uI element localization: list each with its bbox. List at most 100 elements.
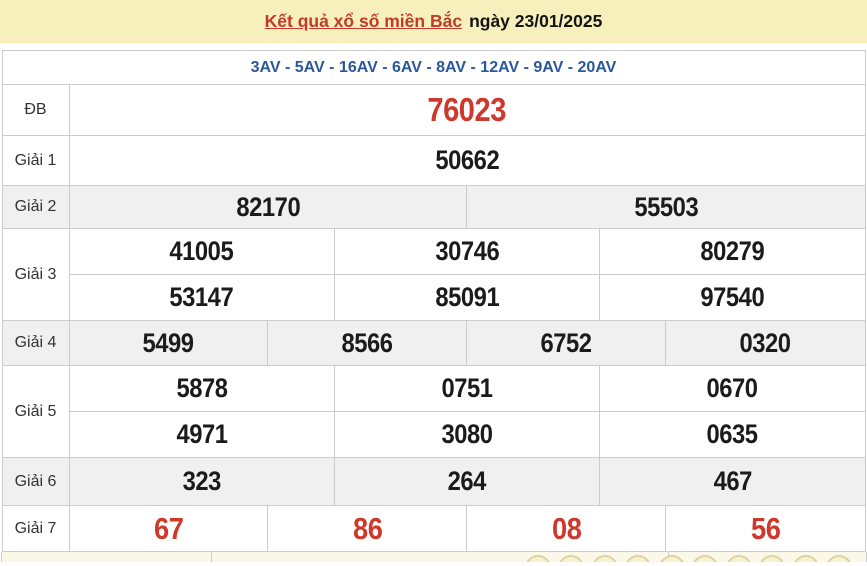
- special-prize-value: 76023: [427, 91, 507, 128]
- loto-ball-icon: [792, 555, 819, 562]
- row-label-g4-text: Giải 4: [14, 334, 57, 351]
- prize4-row: Giải 4 5499 8566 6752 0320: [1, 320, 866, 366]
- header-spacer: [0, 43, 867, 50]
- prize5-value: 3080: [441, 419, 493, 449]
- prize2-cell: 82170: [68, 185, 468, 229]
- loto-ball-icon: [825, 555, 852, 562]
- prize3-cell: 30746: [333, 228, 601, 275]
- prize3-row-2: 53147 85091 97540: [2, 274, 866, 321]
- row-label-g1: Giải 1: [1, 135, 70, 186]
- next-section-cutoff-strip: [0, 552, 867, 562]
- prize3-value: 85091: [435, 282, 499, 312]
- row-label-g7-text: Giải 7: [14, 519, 57, 537]
- page-header: Kết quả xổ số miền Bắc ngày 23/01/2025: [0, 0, 867, 43]
- prize5-value: 5878: [176, 373, 228, 403]
- row-label-g2-text: Giải 2: [14, 198, 57, 215]
- special-prize-cell: 76023: [68, 84, 866, 136]
- lottery-results-table: 3AV - 5AV - 16AV - 6AV - 8AV - 12AV - 9A…: [1, 50, 866, 552]
- prize5-value: 0635: [706, 419, 759, 449]
- prize4-cell: 6752: [466, 320, 667, 366]
- prize4-cell: 8566: [267, 320, 468, 366]
- prize4-cell: 5499: [68, 320, 269, 366]
- prize5-cell: 5878: [68, 365, 335, 412]
- prize1-row: Giải 1 50662: [1, 135, 866, 186]
- row-label-g3-text: Giải 3: [14, 265, 57, 283]
- prize6-cell: 264: [333, 457, 601, 506]
- prize5-cell: 3080: [333, 411, 601, 458]
- loto-ball-icon: [758, 555, 785, 562]
- row-label-g7: Giải 7: [1, 505, 70, 552]
- prize5-cell: 0635: [599, 411, 866, 458]
- prize2-value: 82170: [236, 191, 300, 222]
- loto-ball-icon: [557, 555, 584, 562]
- prize4-value: 8566: [341, 327, 394, 358]
- loto-ball-icon: [658, 555, 685, 562]
- prize5-value: 0751: [441, 373, 493, 403]
- prize6-cell: 323: [68, 457, 335, 506]
- prize6-row: Giải 6 323 264 467: [1, 457, 866, 506]
- row-label-g3: Giải 3: [1, 228, 70, 321]
- prize6-value: 323: [182, 466, 221, 496]
- row-label-g1-text: Giải 1: [14, 151, 57, 169]
- prize5-value: 0670: [706, 373, 759, 403]
- prize5-cell: 4971: [68, 411, 335, 458]
- prize7-cell: 56: [665, 505, 866, 552]
- prize7-value: 56: [750, 510, 781, 546]
- prize7-value: 67: [153, 510, 184, 546]
- prize7-value: 86: [352, 510, 383, 546]
- row-label-db: ĐB: [1, 84, 70, 136]
- prize2-cell: 55503: [466, 185, 866, 229]
- loto-ball-icon: [725, 555, 752, 562]
- prize4-value: 0320: [739, 327, 792, 358]
- loto-ball-icon: [691, 555, 718, 562]
- strip-divider: [210, 552, 212, 562]
- row-label-g6: Giải 6: [1, 457, 70, 506]
- prize5-cell: 0751: [333, 365, 601, 412]
- prize6-value: 467: [713, 466, 752, 496]
- prize7-cell: 08: [466, 505, 667, 552]
- prize3-cell: 80279: [599, 228, 866, 275]
- row-label-g5: Giải 5: [1, 365, 70, 458]
- prize4-value: 5499: [142, 327, 195, 358]
- prize5-row-1: Giải 5 5878 0751 0670: [1, 365, 866, 458]
- station-row: 3AV - 5AV - 16AV - 6AV - 8AV - 12AV - 9A…: [1, 50, 866, 85]
- prize3-value: 53147: [169, 282, 234, 312]
- prize4-cell: 0320: [665, 320, 866, 366]
- station-links-cell[interactable]: 3AV - 5AV - 16AV - 6AV - 8AV - 12AV - 9A…: [1, 50, 866, 85]
- prize5-row-2: 4971 3080 0635: [2, 411, 866, 458]
- loto-ball-icon: [624, 555, 651, 562]
- prize3-cell: 53147: [68, 274, 335, 321]
- prize5-value: 4971: [176, 419, 228, 449]
- prize5-cell: 0670: [599, 365, 866, 412]
- prize2-row: Giải 2 82170 55503: [1, 185, 866, 229]
- prize6-cell: 467: [599, 457, 866, 506]
- prize3-row-1: Giải 3 41005 30746 80279: [1, 228, 866, 321]
- loto-ball-icon: [524, 555, 551, 562]
- prize3-value: 97540: [700, 282, 765, 312]
- row-label-g4: Giải 4: [1, 320, 70, 366]
- loto-ball-icon: [591, 555, 618, 562]
- result-date-text: ngày 23/01/2025: [469, 11, 603, 31]
- result-title-link[interactable]: Kết quả xổ số miền Bắc: [264, 11, 463, 31]
- prize6-value: 264: [447, 466, 487, 496]
- row-label-db-text: ĐB: [24, 101, 47, 118]
- prize3-cell: 85091: [333, 274, 601, 321]
- station-links[interactable]: 3AV - 5AV - 16AV - 6AV - 8AV - 12AV - 9A…: [250, 58, 617, 76]
- prize3-cell: 41005: [68, 228, 335, 275]
- prize1-value: 50662: [435, 145, 499, 175]
- row-label-g5-text: Giải 5: [14, 402, 57, 420]
- prize7-cell: 67: [68, 505, 269, 552]
- prize7-cell: 86: [267, 505, 468, 552]
- prize2-value: 55503: [634, 191, 698, 222]
- prize7-row: Giải 7 67 86 08 56: [1, 505, 866, 552]
- prize1-cell: 50662: [68, 135, 866, 186]
- prize3-value: 41005: [169, 236, 234, 266]
- prize7-value: 08: [551, 510, 582, 546]
- prize3-value: 80279: [700, 236, 765, 266]
- row-label-g6-text: Giải 6: [14, 472, 57, 490]
- prize4-value: 6752: [540, 327, 593, 358]
- row-label-g2: Giải 2: [1, 185, 70, 229]
- special-prize-row: ĐB 76023: [1, 84, 866, 136]
- prize3-cell: 97540: [599, 274, 866, 321]
- prize3-value: 30746: [435, 236, 499, 266]
